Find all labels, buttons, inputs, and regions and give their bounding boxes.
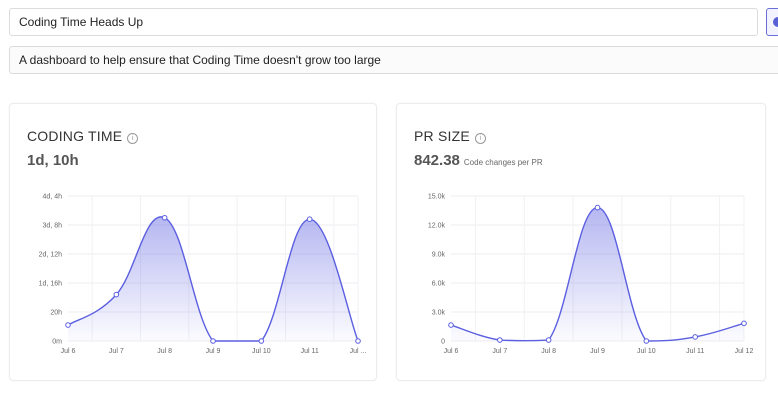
data-point [306, 216, 313, 222]
x-tick-label: Jul 12 [735, 348, 754, 355]
dashboard-title-input[interactable]: Coding Time Heads Up [9, 8, 758, 36]
data-point [594, 204, 601, 211]
data-point [161, 214, 168, 221]
data-point [258, 338, 265, 344]
x-tick-label: Jul 8 [157, 348, 172, 355]
dashboard-title-text: Coding Time Heads Up [19, 15, 144, 29]
data-point [741, 320, 747, 327]
dashboard-description-text: A dashboard to help ensure that Coding T… [19, 53, 381, 67]
x-tick-label: Jul 9 [590, 348, 605, 355]
pr-size-card: PR SIZE i 842.38 Code changes per PR 0 3.0k… [396, 103, 766, 381]
card-value: 842.38 [414, 152, 460, 169]
x-tick-label: Jul 7 [492, 348, 507, 355]
y-tick-label: 3.0k [432, 310, 446, 317]
card-value-wrap: 1d, 10h [27, 152, 79, 169]
y-tick-label: 1d, 16h [39, 281, 62, 288]
y-tick-label: 6.0k [432, 281, 446, 288]
y-tick-label: 0m [52, 339, 62, 346]
coding-time-card: CODING TIME i 1d, 10h 0m 20h 1d, 16h 2d, 12h… [9, 103, 377, 381]
data-point [692, 334, 698, 340]
x-tick-label: Jul 9 [206, 348, 221, 355]
series-area [451, 207, 744, 341]
x-tick-label: Jul 11 [301, 348, 319, 355]
dashboard-description-input[interactable]: A dashboard to help ensure that Coding T… [9, 46, 778, 74]
card-title-wrap: PR SIZE i [414, 128, 486, 144]
card-value-wrap: 842.38 Code changes per PR [414, 152, 543, 169]
dashboard-action-button[interactable] [766, 8, 778, 36]
x-tick-label: Jul ... [350, 348, 367, 355]
pr-size-chart: 0 3.0k 6.0k 9.0k 12.0k 15.0k Jul 6 Jul 7 Jul 8 Ju… [428, 194, 754, 356]
y-tick-label: 4d, 4h [43, 194, 63, 201]
card-title-wrap: CODING TIME i [27, 128, 139, 144]
data-point [65, 322, 71, 328]
y-tick-label: 20h [50, 310, 62, 317]
data-point [355, 338, 361, 344]
x-tick-label: Jul 6 [444, 348, 459, 355]
card-value: 1d, 10h [27, 152, 79, 169]
card-title: PR SIZE [414, 128, 470, 144]
series-line [67, 216, 359, 342]
x-tick-label: Jul 11 [686, 348, 704, 355]
x-tick-label: Jul 6 [61, 348, 76, 355]
x-tick-label: Jul 10 [252, 348, 271, 355]
info-circle-icon[interactable]: i [127, 133, 139, 144]
series-area [68, 216, 358, 341]
data-point [643, 338, 650, 344]
data-point [448, 322, 454, 328]
x-tick-label: Jul 10 [637, 348, 656, 355]
y-tick-label: 9.0k [432, 252, 446, 259]
y-tick-label: 3d, 8h [43, 223, 63, 230]
y-tick-label: 12.0k [428, 223, 446, 230]
x-tick-label: Jul 7 [109, 348, 124, 355]
data-point [497, 337, 503, 343]
y-tick-label: 2d, 12h [39, 252, 62, 259]
x-tick-label: Jul 8 [541, 348, 556, 355]
coding-time-chart: 0m 20h 1d, 16h 2d, 12h 3d, 8h 4d, 4h Jul 6 Jul … [39, 194, 367, 356]
y-tick-label: 0 [441, 339, 445, 346]
data-point [210, 338, 216, 344]
card-title: CODING TIME [27, 128, 123, 144]
card-unit: Code changes per PR [463, 158, 543, 167]
data-point [113, 291, 120, 298]
y-tick-label: 15.0k [428, 194, 446, 201]
data-point [545, 337, 552, 343]
info-circle-icon[interactable]: i [474, 133, 486, 144]
circle-icon [773, 17, 778, 27]
